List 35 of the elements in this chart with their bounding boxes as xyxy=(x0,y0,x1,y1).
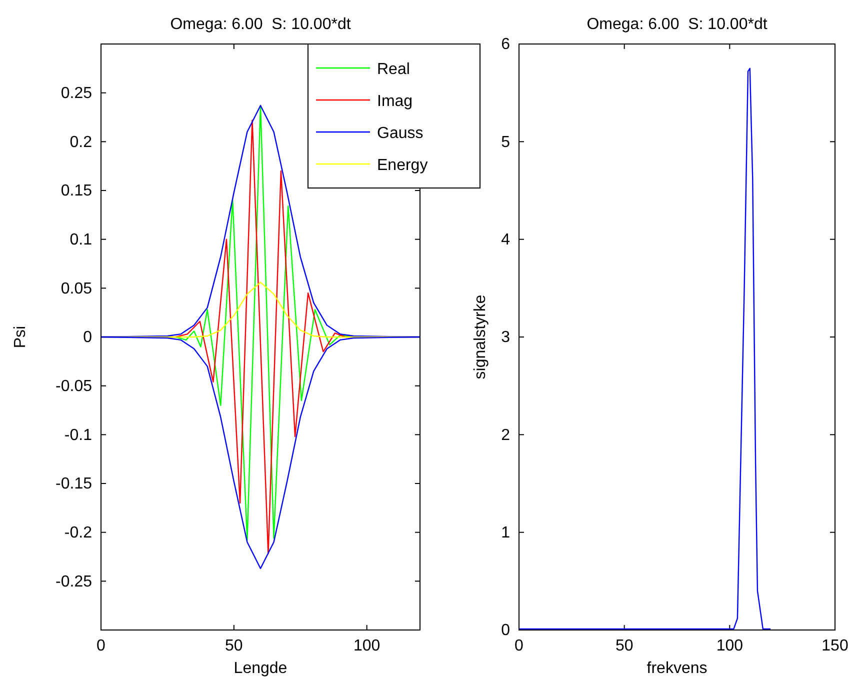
legend-label: Gauss xyxy=(377,125,424,142)
y-tick-label: 5 xyxy=(501,134,510,151)
y-axis-title: signalstyrke xyxy=(472,294,489,380)
y-tick-label: 0 xyxy=(501,622,510,640)
x-tick-label: 150 xyxy=(822,637,848,654)
legend-label: Energy xyxy=(377,157,428,174)
x-tick-label: 50 xyxy=(225,637,243,654)
y-tick-label: 0.2 xyxy=(70,134,92,151)
legend-label: Imag xyxy=(377,93,413,110)
x-tick-label: 0 xyxy=(514,637,524,654)
y-tick-label: 0.05 xyxy=(60,280,92,298)
y-tick-label: 0.1 xyxy=(70,231,92,248)
y-tick-label: 2 xyxy=(501,426,510,444)
chart-title: Omega: 6.00 S: 10.00*dt xyxy=(170,16,352,33)
y-tick-label: -0.05 xyxy=(56,378,92,395)
y-tick-label: 6 xyxy=(501,36,510,54)
x-tick-label: 100 xyxy=(353,637,380,654)
y-tick-label: 3 xyxy=(501,329,510,346)
y-tick-label: 4 xyxy=(501,231,510,248)
y-tick-label: 0.15 xyxy=(60,182,92,200)
y-tick-label: -0.25 xyxy=(56,573,92,590)
x-axis-title: frekvens xyxy=(646,660,708,677)
chart-title: Omega: 6.00 S: 10.00*dt xyxy=(586,16,768,33)
legend-label: Real xyxy=(377,61,410,78)
y-axis-title: Psi xyxy=(12,326,29,348)
y-tick-label: 1 xyxy=(501,524,510,542)
y-tick-label: 0.25 xyxy=(60,84,92,102)
x-tick-label: 0 xyxy=(96,637,106,654)
x-axis-title: Lengde xyxy=(234,660,288,677)
x-tick-label: 50 xyxy=(615,637,634,654)
x-tick-label: 100 xyxy=(716,637,744,654)
y-tick-label: -0.2 xyxy=(64,524,92,542)
y-tick-label: -0.1 xyxy=(64,426,92,444)
y-tick-label: -0.15 xyxy=(56,476,92,493)
y-tick-label: 0 xyxy=(83,329,92,346)
